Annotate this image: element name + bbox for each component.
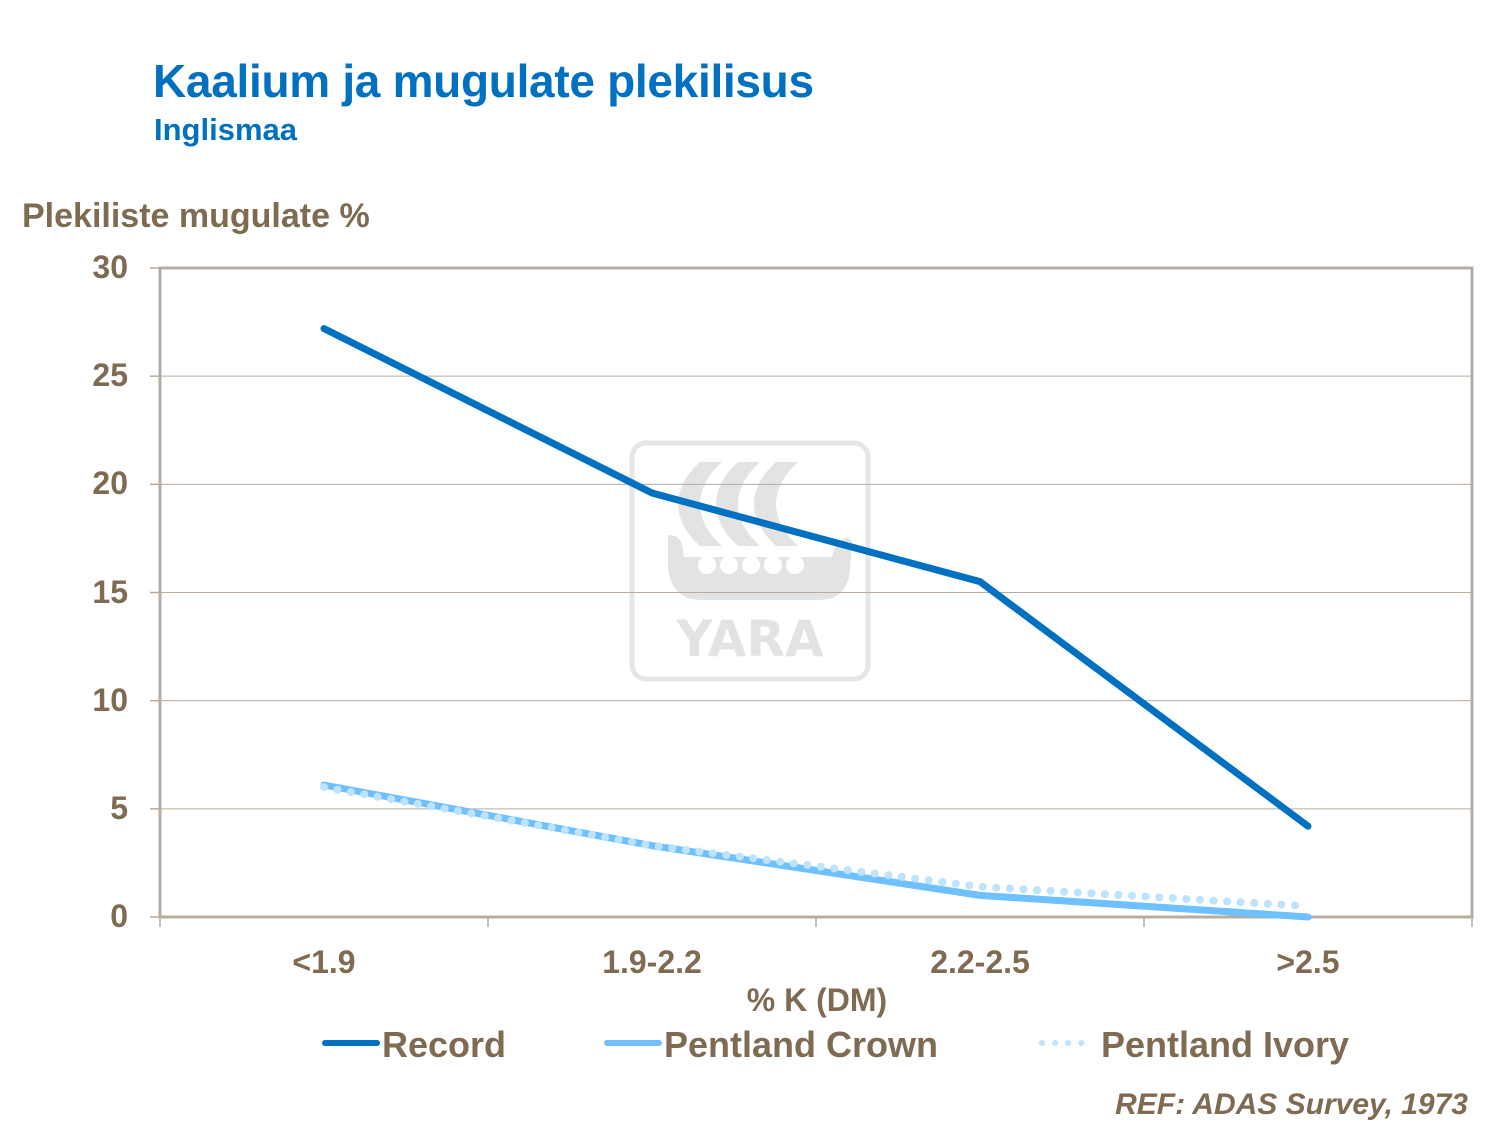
y-tick-label: 30: [92, 249, 128, 285]
legend-item-pentland-crown: Pentland Crown: [664, 1024, 939, 1065]
y-tick-label: 10: [92, 681, 128, 718]
series-group: [320, 325, 1312, 921]
axis-ticks: [150, 267, 1473, 927]
reference-note: REF: ADAS Survey, 1973: [1115, 1088, 1468, 1121]
series-line-pentland-ivory: [320, 783, 1312, 911]
y-tick-label: 20: [92, 465, 128, 502]
legend-item-pentland-ivory: Pentland Ivory: [1101, 1024, 1350, 1065]
y-tick-label: 0: [110, 898, 128, 934]
y-tick-label: 15: [92, 573, 128, 610]
series-line-record: [320, 325, 1312, 830]
x-tick-label: 1.9-2.2: [602, 944, 702, 980]
y-tick-label: 25: [92, 357, 128, 394]
watermark-text: YARA: [675, 610, 824, 668]
yara-logo-watermark: YARA: [629, 440, 871, 682]
x-axis-label: % K (DM): [746, 982, 888, 1018]
x-tick-label: <1.9: [292, 944, 356, 980]
x-tick-label: >2.5: [1276, 944, 1340, 980]
chart-subtitle: Inglismaa: [154, 112, 297, 147]
gridlines: [160, 375, 1472, 810]
y-tick-label: 5: [110, 789, 128, 826]
chart-title: Kaalium ja mugulate plekilisus: [153, 55, 814, 107]
legend-item-record: Record: [382, 1024, 507, 1065]
x-tick-label: 2.2-2.5: [930, 944, 1030, 980]
y-axis-label: Plekiliste mugulate %: [22, 197, 370, 235]
